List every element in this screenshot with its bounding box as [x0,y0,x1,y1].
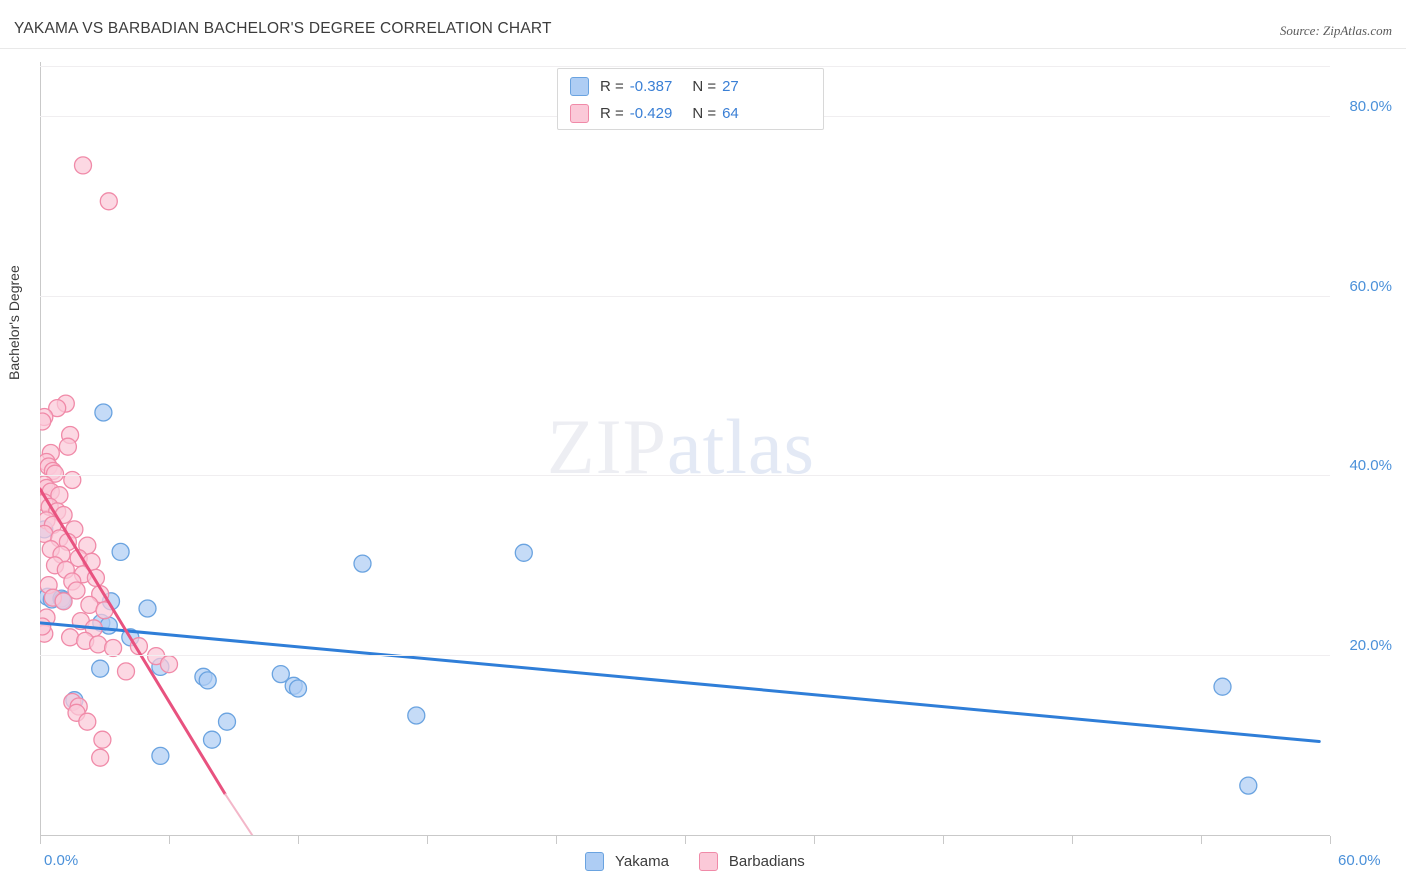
legend-r-label-1: R = [600,104,624,122]
x-tick-mark [169,836,170,844]
data-point [514,543,533,562]
x-tick-mark [685,836,686,844]
x-tick-label-1: 60.0% [1338,852,1381,869]
scatter-plot-area [40,62,1330,835]
data-point [60,628,80,647]
y-tick-label-1: 40.0% [1349,457,1392,475]
series-legend: Yakama Barbadians [585,852,835,871]
y-tick-label-3: 80.0% [1349,97,1392,115]
x-tick-label-0: 0.0% [44,852,79,869]
x-tick-mark [298,836,299,844]
x-tick-mark [943,836,944,844]
data-point [116,662,136,681]
data-point [80,595,99,615]
data-point [103,638,123,658]
data-point [151,746,170,766]
gridline-top [40,65,1330,67]
gridline [40,295,1330,297]
data-point [99,192,118,211]
series-swatch-yakama [585,852,604,871]
legend-swatch-yakama [570,76,589,96]
legend-r-value-0: -0.387 [629,77,673,95]
data-point [138,599,157,618]
data-point [217,712,237,731]
data-point [94,403,113,422]
data-point [159,655,179,674]
gridline [40,655,1330,657]
data-point [78,712,97,731]
data-point [99,616,118,635]
legend-n-label-0: N = [692,77,717,95]
data-point [198,671,217,690]
gridline [40,475,1330,477]
data-point [67,581,86,600]
data-point [73,156,93,175]
plot-svg [40,156,1321,835]
header-divider [0,48,1406,49]
data-point [48,398,67,418]
series-swatch-barbadians [698,852,718,871]
data-point [288,679,308,698]
correlation-legend: R = -0.387 N = 27 R = -0.429 N = 64 [557,68,824,130]
x-tick-mark [40,836,41,844]
data-point [93,730,112,749]
source-label: Source: ZipAtlas.com [1279,23,1392,38]
data-point [202,730,222,749]
data-point [58,437,78,456]
data-point [63,470,82,490]
legend-r-value-1: -0.429 [629,104,673,122]
x-axis-line [40,835,1330,836]
series-yakama [40,403,1258,795]
series-legend-item-barbadians[interactable]: Barbadians [698,852,805,871]
data-point [45,464,65,483]
legend-row-barbadians: R = -0.429 N = 64 [570,100,739,126]
legend-row-yakama: R = -0.387 N = 27 [570,73,739,99]
data-point [54,592,73,611]
data-point [1239,776,1258,795]
series-label-yakama: Yakama [615,853,669,870]
y-tick-label-0: 20.0% [1349,637,1392,655]
legend-swatch-barbadians [570,103,589,123]
data-point [40,617,52,636]
x-tick-mark [814,836,815,844]
legend-n-label-1: N = [692,104,717,122]
data-point [91,748,110,767]
trendline-barbadians-extension [224,793,254,835]
y-axis-title: Bachelor's Degree [6,265,22,380]
trendline-yakama [40,621,1321,744]
data-point [91,659,110,678]
legend-n-value-1: 64 [722,104,739,122]
data-point [1213,677,1232,696]
legend-r-label-0: R = [600,77,624,95]
data-point [271,664,290,684]
trendline-barbadians [40,487,227,796]
data-point [111,542,130,562]
data-point [353,554,372,573]
y-tick-label-2: 60.0% [1349,277,1392,295]
x-tick-mark [1330,836,1331,844]
data-point [407,706,426,725]
x-tick-mark [1201,836,1202,844]
x-tick-mark [1072,836,1073,844]
series-label-barbadians: Barbadians [728,853,805,870]
y-axis-line [40,62,41,835]
series-legend-item-yakama[interactable]: Yakama [585,852,669,871]
x-tick-mark [427,836,428,844]
page-title: YAKAMA VS BARBADIAN BACHELOR'S DEGREE CO… [14,20,552,37]
data-point [40,412,52,431]
x-tick-mark [556,836,557,844]
data-point [88,635,108,654]
legend-n-value-0: 27 [722,77,739,95]
